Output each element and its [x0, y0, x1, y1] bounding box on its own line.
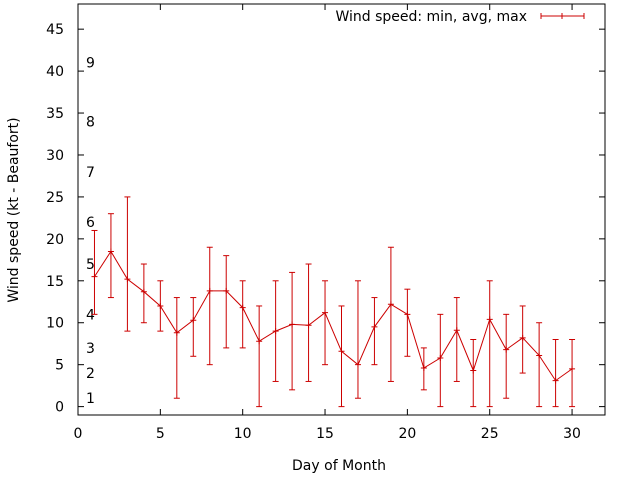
beaufort-label: 3 [86, 341, 95, 357]
y-tick-label: 5 [55, 358, 64, 374]
avg-point [470, 367, 477, 374]
x-tick-label: 5 [156, 426, 165, 442]
legend-label: Wind speed: min, avg, max [335, 9, 527, 25]
x-tick-label: 25 [481, 426, 499, 442]
beaufort-labels: 1 2 3 4 5 6 7 8 9 [86, 56, 95, 408]
plot-frame [77, 3, 606, 416]
y-tick-label: 15 [46, 274, 64, 290]
y-tick-label: 20 [46, 232, 64, 248]
x-tick-label: 10 [234, 426, 252, 442]
avg-point [536, 352, 543, 359]
avg-point [239, 304, 246, 311]
avg-point [420, 365, 427, 372]
x-tick-label: 20 [398, 426, 416, 442]
avg-point [124, 276, 131, 283]
beaufort-label: 4 [86, 307, 95, 323]
avg-point [157, 302, 164, 309]
avg-point [223, 287, 230, 294]
y-tick-label: 40 [46, 64, 64, 80]
avg-point [371, 323, 378, 330]
y-tick-label: 10 [46, 316, 64, 332]
y-tick-label: 35 [46, 106, 64, 122]
avg-point [569, 365, 576, 372]
y-tick-label: 30 [46, 148, 64, 164]
avg-point [519, 334, 526, 341]
legend: Wind speed: min, avg, max [335, 9, 585, 25]
avg-point [256, 338, 263, 345]
beaufort-label: 7 [86, 165, 95, 181]
y-tick-label: 25 [46, 190, 64, 206]
x-axis-label: Day of Month [292, 458, 386, 474]
avg-point [206, 287, 213, 294]
avg-point [289, 321, 296, 328]
y-tick-label: 45 [46, 22, 64, 38]
avg-point [387, 301, 394, 308]
beaufort-label: 2 [86, 366, 95, 382]
avg-point [338, 348, 345, 355]
beaufort-label: 5 [86, 257, 95, 273]
beaufort-label: 8 [86, 114, 95, 130]
avg-point [437, 354, 444, 361]
avg-point [173, 329, 180, 336]
avg-point [322, 309, 329, 316]
avg-point [140, 288, 147, 295]
beaufort-label: 1 [86, 391, 95, 407]
x-tick-label: 15 [316, 426, 334, 442]
avg-point [503, 346, 510, 353]
y-axis-label: Wind speed (kt - Beaufort) [6, 117, 22, 302]
avg-point [404, 311, 411, 318]
series-group [91, 196, 576, 408]
beaufort-label: 6 [86, 215, 95, 231]
avg-point [486, 316, 493, 323]
x-tick-label: 30 [563, 426, 581, 442]
avg-point [453, 327, 460, 334]
avg-line [94, 250, 573, 382]
avg-point [272, 328, 279, 335]
avg-point [190, 317, 197, 324]
x-tick-label: 0 [74, 426, 83, 442]
avg-point [107, 248, 114, 255]
avg-point [552, 377, 559, 384]
y-tick-label: 0 [55, 400, 64, 416]
avg-point [305, 322, 312, 329]
avg-point [91, 273, 98, 280]
avg-point [354, 361, 361, 368]
beaufort-label: 9 [86, 56, 95, 72]
